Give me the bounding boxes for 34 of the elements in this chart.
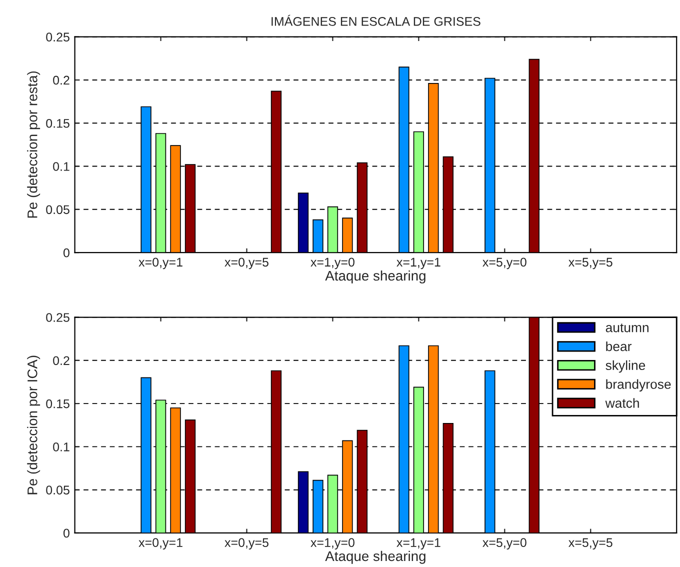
x-tick-label: x=5,y=0 (482, 258, 526, 270)
legend-label: skyline (606, 360, 646, 373)
x-tick-label: x=1,y=0 (310, 538, 354, 550)
legend-label: watch (605, 398, 639, 408)
x-tick-label: x=0,y=1 (138, 538, 182, 550)
x-tick-label: x=0,y=5 (224, 538, 268, 550)
y-tick-label: 0.2 (53, 76, 70, 85)
chart-title: IMÁGENES EN ESCALA DE GRISES (272, 14, 480, 26)
x-tick-label: x=5,y=0 (482, 538, 526, 550)
x-tick-label: x=5,y=5 (568, 258, 612, 270)
x-tick-label: x=5,y=5 (568, 538, 612, 550)
y-tick-label: 0.15 (46, 118, 70, 128)
y-tick-label: 0.1 (53, 442, 70, 452)
y-tick-label: 0 (63, 248, 70, 258)
x-tick-label: x=1,y=0 (310, 258, 354, 270)
x-axis-title: Ataque shearing (325, 270, 426, 284)
x-axis-title: Ataque shearing (325, 550, 426, 564)
x-tick-label: x=0,y=1 (138, 258, 182, 270)
x-tick-label: x=0,y=5 (224, 258, 268, 270)
y-tick-label: 0.2 (53, 356, 70, 366)
x-tick-label: x=1,y=1 (396, 538, 440, 550)
y-tick-label: 0.1 (53, 162, 70, 171)
y-tick-label: 0.05 (46, 205, 70, 214)
legend-label: autumn (606, 324, 648, 332)
y-tick-label: 0.25 (46, 313, 70, 322)
y-axis-title: Pe (deteccion por ICA) (27, 356, 40, 494)
legend-label: brandyrose (606, 379, 671, 392)
y-tick-label: 0 (63, 528, 70, 538)
y-axis-title: Pe (deteccion por resta) (27, 71, 40, 218)
y-tick-label: 0.05 (46, 486, 70, 494)
y-tick-label: 0.25 (46, 32, 70, 42)
x-tick-label: x=1,y=1 (396, 258, 440, 270)
legend-label: bear (606, 341, 632, 352)
y-tick-label: 0.15 (46, 399, 70, 408)
